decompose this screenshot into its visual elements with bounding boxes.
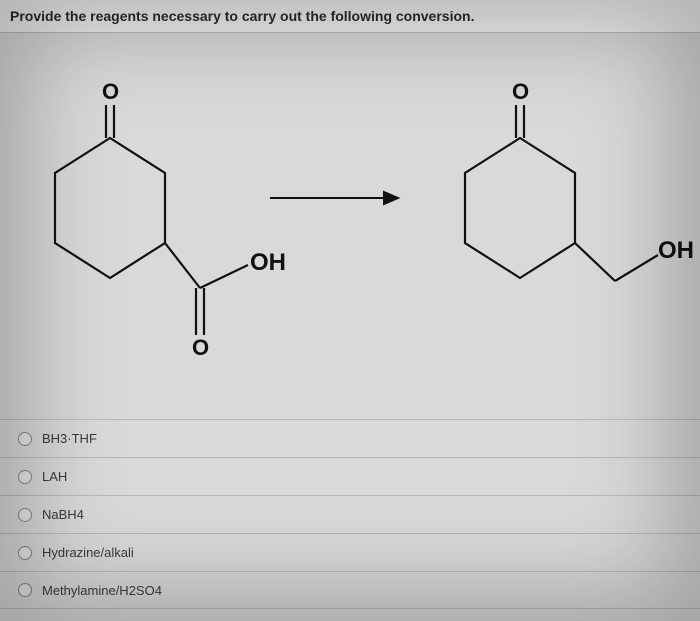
question-prompt: Provide the reagents necessary to carry …: [10, 8, 690, 24]
left-carbonyl-o: O: [102, 79, 119, 105]
radio-icon[interactable]: [18, 508, 32, 522]
left-cooh-o: O: [192, 335, 209, 361]
options-list: BH3·THF LAH NaBH4 Hydrazine/alkali Methy…: [0, 419, 700, 609]
option-nabh4[interactable]: NaBH4: [0, 495, 700, 533]
radio-icon[interactable]: [18, 470, 32, 484]
left-oh-label: OH: [250, 249, 286, 277]
option-label: NaBH4: [42, 507, 84, 522]
right-oh-label: OH: [658, 237, 694, 265]
option-label: Methylamine/H2SO4: [42, 583, 162, 598]
question-bar: Provide the reagents necessary to carry …: [0, 0, 700, 33]
option-label: BH3·THF: [42, 431, 97, 446]
option-lah[interactable]: LAH: [0, 457, 700, 495]
radio-icon[interactable]: [18, 432, 32, 446]
option-label: LAH: [42, 469, 67, 484]
reaction-figure: O O OH O OH: [0, 33, 700, 413]
option-hydrazine[interactable]: Hydrazine/alkali: [0, 533, 700, 571]
radio-icon[interactable]: [18, 546, 32, 560]
option-label: Hydrazine/alkali: [42, 545, 134, 560]
option-methylamine[interactable]: Methylamine/H2SO4: [0, 571, 700, 609]
option-bh3thf[interactable]: BH3·THF: [0, 419, 700, 457]
radio-icon[interactable]: [18, 583, 32, 597]
right-carbonyl-o: O: [512, 79, 529, 105]
